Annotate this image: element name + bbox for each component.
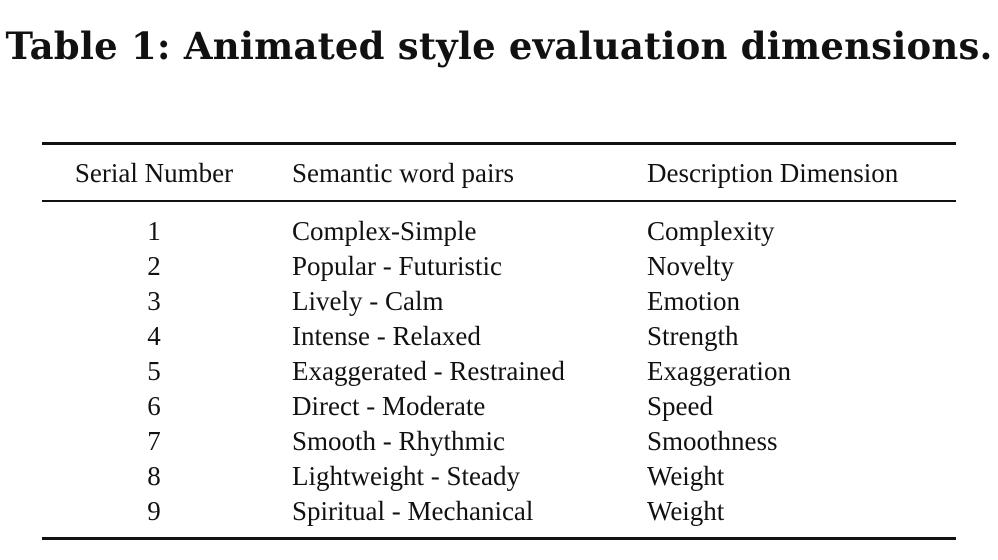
table-row: 9 Spiritual - Mechanical Weight [0, 496, 998, 531]
table-bottom-rule [42, 537, 956, 540]
row-word-pair: Intense - Relaxed [292, 321, 481, 351]
table-row: 3 Lively - Calm Emotion [0, 286, 998, 321]
row-serial: 1 [147, 216, 161, 246]
row-description: Complexity [647, 216, 775, 246]
row-word-pair: Complex-Simple [292, 216, 477, 246]
row-serial: 4 [147, 321, 161, 351]
row-word-pair: Spiritual - Mechanical [292, 496, 534, 526]
table-top-rule [42, 142, 956, 145]
row-description: Weight [647, 461, 725, 491]
row-description: Emotion [647, 286, 740, 316]
row-word-pair: Popular - Futuristic [292, 251, 502, 281]
table-row: 6 Direct - Moderate Speed [0, 391, 998, 426]
table-row: 2 Popular - Futuristic Novelty [0, 251, 998, 286]
row-description: Weight [647, 496, 725, 526]
row-word-pair: Exaggerated - Restrained [292, 356, 565, 386]
row-description: Smoothness [647, 426, 778, 456]
header-semantic-word-pairs: Semantic word pairs [292, 158, 514, 188]
row-serial: 2 [147, 251, 161, 281]
row-word-pair: Direct - Moderate [292, 391, 486, 421]
row-serial: 5 [147, 356, 161, 386]
row-description: Novelty [647, 251, 734, 281]
table-row: 5 Exaggerated - Restrained Exaggeration [0, 356, 998, 391]
row-serial: 6 [147, 391, 161, 421]
table-caption: Table 1: Animated style evaluation dimen… [5, 24, 993, 68]
table-row: 7 Smooth - Rhythmic Smoothness [0, 426, 998, 461]
row-description: Exaggeration [647, 356, 791, 386]
row-serial: 7 [147, 426, 161, 456]
table-row: 1 Complex-Simple Complexity [0, 216, 998, 251]
row-description: Speed [647, 391, 713, 421]
table-row: 8 Lightweight - Steady Weight [0, 461, 998, 496]
table-header-rule [42, 200, 956, 202]
row-word-pair: Smooth - Rhythmic [292, 426, 506, 456]
row-word-pair: Lightweight - Steady [292, 461, 520, 491]
header-serial-number: Serial Number [74, 158, 234, 188]
table-row: 4 Intense - Relaxed Strength [0, 321, 998, 356]
row-description: Strength [647, 321, 739, 351]
row-serial: 8 [147, 461, 161, 491]
row-serial: 3 [147, 286, 161, 316]
row-serial: 9 [147, 496, 161, 526]
header-description-dimension: Description Dimension [647, 158, 899, 188]
row-word-pair: Lively - Calm [292, 286, 444, 316]
